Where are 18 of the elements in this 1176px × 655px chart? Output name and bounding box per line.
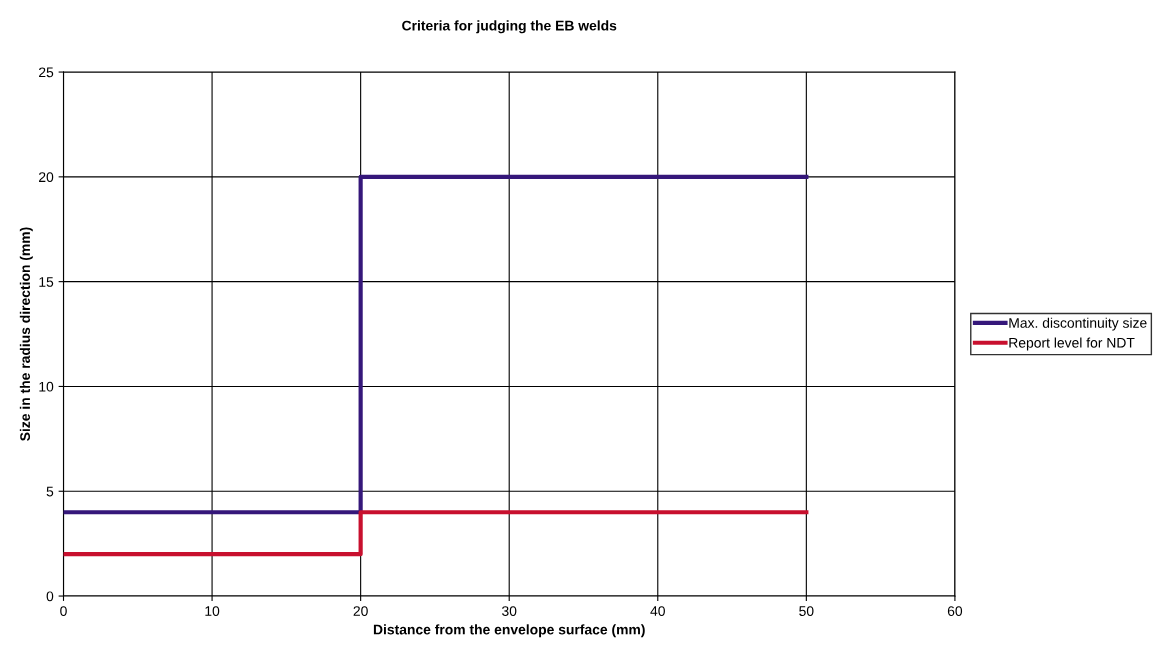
x-tick-label: 50	[799, 606, 814, 616]
x-tick-label: 40	[650, 606, 665, 616]
x-axis-title: Distance from the envelope surface (mm)	[373, 624, 645, 638]
x-tick-label: 30	[502, 606, 517, 616]
y-tick-label: 15	[39, 277, 54, 287]
x-tick-label: 0	[60, 606, 67, 616]
legend-label: Report level for NDT	[1009, 337, 1135, 351]
y-axis-title: Size in the radius direction (mm)	[19, 227, 33, 441]
x-tick-label: 60	[947, 606, 963, 616]
x-tick-label: 10	[205, 606, 220, 616]
y-tick-label: 10	[39, 381, 54, 392]
legend-label: Max. discontinuity size	[1009, 317, 1147, 331]
y-tick-label: 5	[46, 486, 54, 497]
y-tick-label: 20	[39, 172, 54, 183]
y-tick-label: 0	[46, 591, 54, 602]
x-tick-label: 20	[353, 606, 368, 616]
chart-title: Criteria for judging the EB welds	[402, 20, 617, 34]
y-tick-label: 25	[39, 67, 54, 78]
